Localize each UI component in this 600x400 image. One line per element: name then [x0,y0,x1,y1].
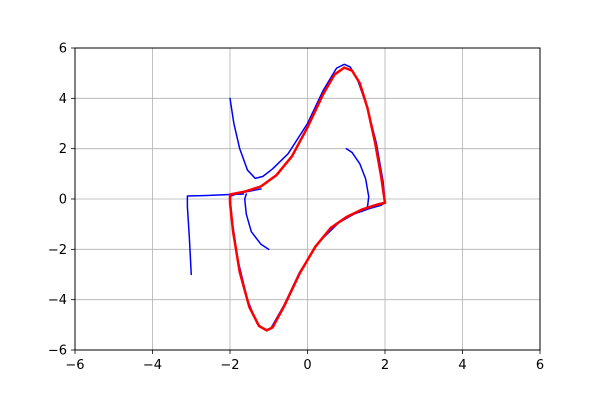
x-axis: −6 −4 −2 0 2 4 6 [65,350,544,373]
x-tick-label-2: −2 [220,358,239,373]
series-line-2 [186,193,245,276]
series-group [186,63,387,332]
y-tick-label-2: −2 [48,243,67,258]
y-tick-label-5: 4 [59,92,67,107]
y-axis: −6 −4 −2 0 2 4 6 [48,42,75,359]
grid [74,47,541,351]
x-tick-label-4: 2 [381,358,389,373]
x-tick-label-0: −6 [65,358,84,373]
series-line-4 [228,66,387,332]
x-tick-label-1: −4 [143,358,162,373]
y-tick-label-4: 2 [59,142,67,157]
series-line-1 [345,147,370,213]
x-tick-label-5: 4 [458,358,466,373]
y-tick-label-6: 6 [59,42,67,57]
y-tick-label-3: 0 [59,193,67,208]
y-tick-label-1: −4 [48,293,67,308]
x-tick-label-3: 0 [303,358,311,373]
x-tick-label-6: 6 [536,358,544,373]
series-line-3 [243,193,270,251]
y-tick-label-0: −6 [48,344,67,359]
